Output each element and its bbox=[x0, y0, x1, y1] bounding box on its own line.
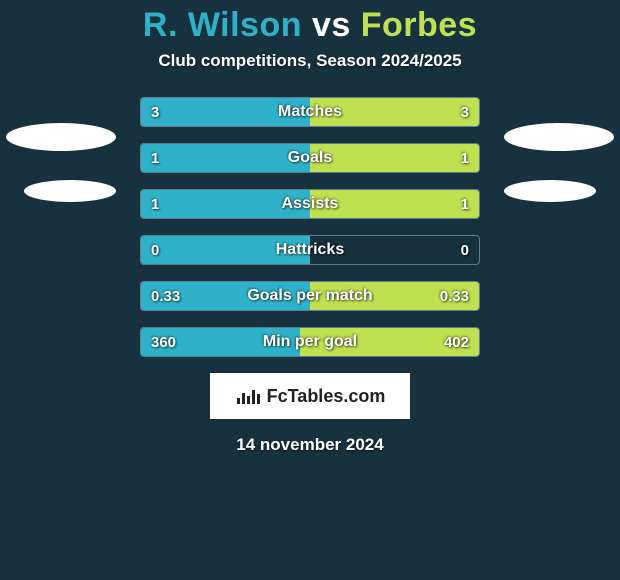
stat-label: Min per goal bbox=[141, 328, 479, 356]
stat-label: Assists bbox=[141, 190, 479, 218]
title-player2: Forbes bbox=[361, 6, 477, 44]
stat-label: Matches bbox=[141, 98, 479, 126]
stat-bar: 0.330.33Goals per match bbox=[140, 281, 480, 311]
comparison-card: R. Wilson vs Forbes Club competitions, S… bbox=[0, 0, 620, 580]
player-silhouette-left bbox=[6, 123, 116, 151]
stat-bar: 11Assists bbox=[140, 189, 480, 219]
subtitle: Club competitions, Season 2024/2025 bbox=[0, 51, 620, 71]
logo-badge: FcTables.com bbox=[210, 373, 410, 419]
title-player1: R. Wilson bbox=[143, 6, 302, 44]
logo-text: FcTables.com bbox=[267, 386, 386, 407]
player-silhouette-right bbox=[504, 180, 596, 202]
stat-bar: 00Hattricks bbox=[140, 235, 480, 265]
stat-bar: 11Goals bbox=[140, 143, 480, 173]
stat-label: Hattricks bbox=[141, 236, 479, 264]
stat-label: Goals bbox=[141, 144, 479, 172]
stat-bar: 360402Min per goal bbox=[140, 327, 480, 357]
title: R. Wilson vs Forbes bbox=[0, 6, 620, 45]
stats-bars: 33Matches 11Goals 11Assists 00Hattricks 0.33… bbox=[140, 97, 480, 357]
bar-chart-icon bbox=[235, 386, 261, 406]
date-text: 14 november 2024 bbox=[0, 435, 620, 455]
player-silhouette-right bbox=[504, 123, 614, 151]
stat-bar: 33Matches bbox=[140, 97, 480, 127]
player-silhouette-left bbox=[24, 180, 116, 202]
title-vs: vs bbox=[312, 6, 351, 44]
stat-label: Goals per match bbox=[141, 282, 479, 310]
